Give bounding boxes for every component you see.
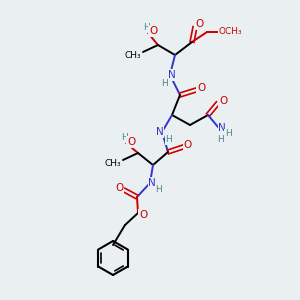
- Text: H: H: [142, 23, 149, 32]
- Text: CH₃: CH₃: [105, 158, 121, 167]
- Text: H: H: [166, 136, 172, 145]
- Text: H: H: [217, 136, 224, 145]
- Text: O: O: [197, 83, 205, 93]
- Text: O: O: [184, 140, 192, 150]
- Text: O: O: [139, 210, 147, 220]
- Text: H: H: [162, 80, 168, 88]
- Text: N: N: [168, 70, 176, 80]
- Text: N: N: [148, 178, 156, 188]
- Text: O: O: [149, 26, 157, 36]
- Text: OCH₃: OCH₃: [218, 28, 242, 37]
- Text: N: N: [156, 127, 164, 137]
- Text: O: O: [196, 19, 204, 29]
- Text: H: H: [156, 185, 162, 194]
- Text: O: O: [115, 183, 123, 193]
- Text: H: H: [225, 130, 231, 139]
- Text: O: O: [219, 96, 227, 106]
- Text: H: H: [121, 134, 128, 142]
- Text: O: O: [127, 137, 135, 147]
- Text: CH₃: CH₃: [125, 50, 141, 59]
- Text: N: N: [218, 123, 226, 133]
